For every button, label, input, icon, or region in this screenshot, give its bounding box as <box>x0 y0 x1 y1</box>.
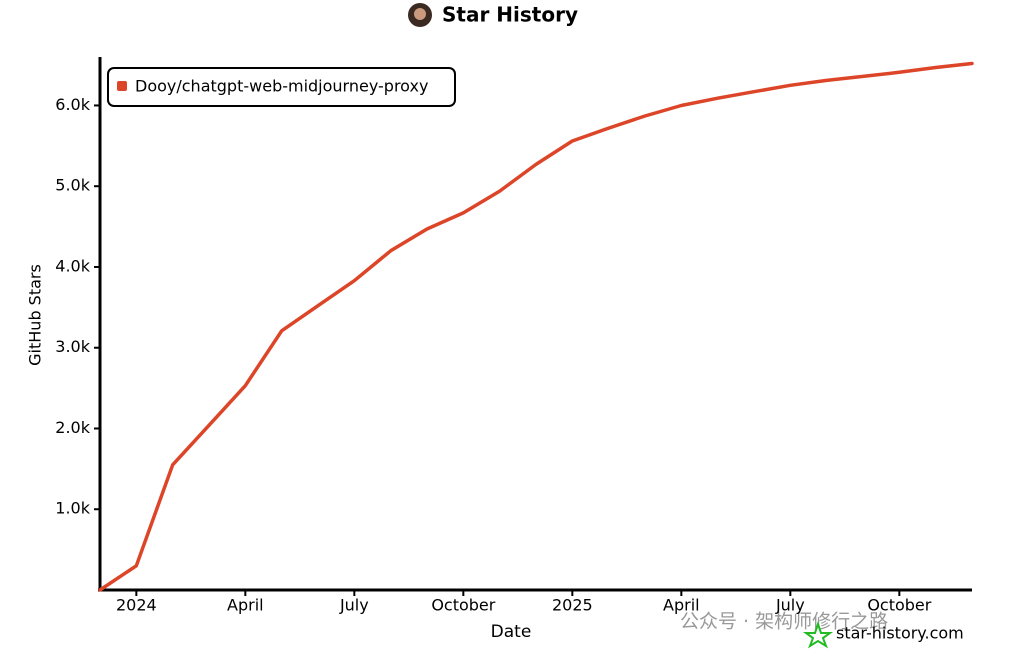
x-tick-label: July <box>339 596 369 615</box>
x-tick-label: October <box>431 596 495 615</box>
y-tick-label: 2.0k <box>55 418 90 437</box>
legend-box <box>107 67 456 107</box>
y-tick-label: 4.0k <box>55 256 90 275</box>
x-tick-label: April <box>227 596 264 615</box>
y-tick-label: 6.0k <box>55 95 90 114</box>
x-tick-label: 2024 <box>116 596 157 615</box>
x-tick-label: April <box>663 596 700 615</box>
y-tick-label: 5.0k <box>55 176 90 195</box>
watermark: star-history.com <box>836 624 964 643</box>
x-tick-label: July <box>775 596 805 615</box>
legend-swatch <box>117 81 127 91</box>
x-tick-label: 2025 <box>552 596 593 615</box>
line <box>98 61 974 592</box>
avatar-face <box>414 8 426 20</box>
star-icon <box>802 620 834 649</box>
y-tick-label: 3.0k <box>55 337 90 356</box>
legend-label: Dooy/chatgpt-web-midjourney-proxy <box>135 77 428 96</box>
watermark: 公众号 · 架构师修行之路 <box>680 611 888 633</box>
y-tick-label: 1.0k <box>55 499 90 518</box>
chart-title: Star History <box>442 3 578 27</box>
y-axis-label: GitHub Stars <box>26 264 45 366</box>
x-tick-label: October <box>867 596 931 615</box>
x-axis-label: Date <box>491 622 532 642</box>
